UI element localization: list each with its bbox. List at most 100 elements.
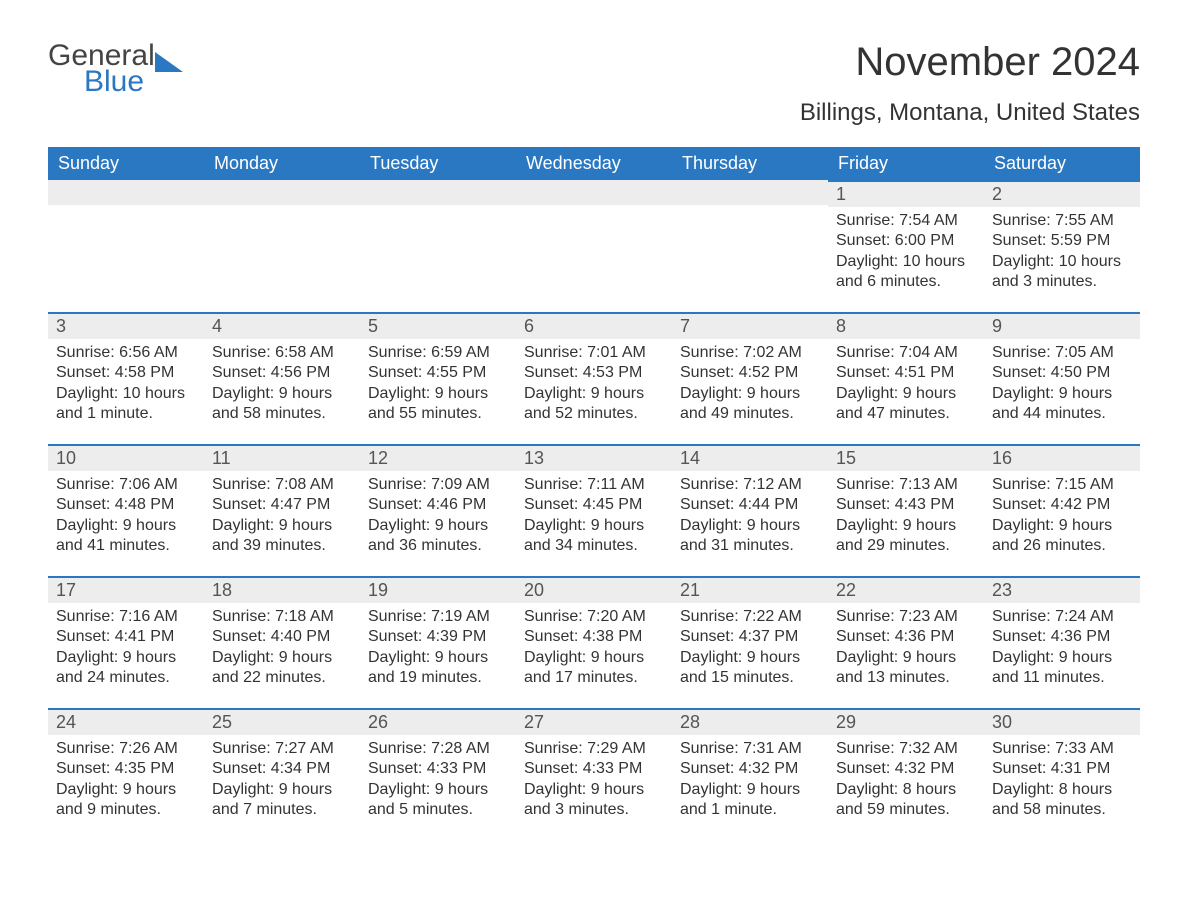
calendar-week-row: 10Sunrise: 7:06 AMSunset: 4:48 PMDayligh…: [48, 444, 1140, 576]
day-number-bar: 8: [828, 312, 984, 339]
day-number-bar: 1: [828, 180, 984, 207]
calendar-day-cell: 14Sunrise: 7:12 AMSunset: 4:44 PMDayligh…: [672, 444, 828, 576]
day-number-bar: 16: [984, 444, 1140, 471]
day-number-bar: 4: [204, 312, 360, 339]
calendar-day-cell: 12Sunrise: 7:09 AMSunset: 4:46 PMDayligh…: [360, 444, 516, 576]
daylight-line: Daylight: 9 hours and 7 minutes.: [212, 780, 352, 821]
sunrise-line: Sunrise: 7:04 AM: [836, 343, 976, 363]
sunrise-line: Sunrise: 7:27 AM: [212, 739, 352, 759]
sunrise-line: Sunrise: 6:59 AM: [368, 343, 508, 363]
calendar-day-cell: 6Sunrise: 7:01 AMSunset: 4:53 PMDaylight…: [516, 312, 672, 444]
day-details: Sunrise: 7:26 AMSunset: 4:35 PMDaylight:…: [48, 735, 204, 821]
day-details: Sunrise: 6:58 AMSunset: 4:56 PMDaylight:…: [204, 339, 360, 425]
daylight-line: Daylight: 9 hours and 49 minutes.: [680, 384, 820, 425]
calendar-day-cell: 1Sunrise: 7:54 AMSunset: 6:00 PMDaylight…: [828, 180, 984, 312]
sunrise-line: Sunrise: 7:16 AM: [56, 607, 196, 627]
sunset-line: Sunset: 4:50 PM: [992, 363, 1132, 383]
calendar-day-cell: 28Sunrise: 7:31 AMSunset: 4:32 PMDayligh…: [672, 708, 828, 840]
sunrise-line: Sunrise: 7:26 AM: [56, 739, 196, 759]
day-number-bar: 12: [360, 444, 516, 471]
daylight-line: Daylight: 9 hours and 26 minutes.: [992, 516, 1132, 557]
sunrise-line: Sunrise: 7:55 AM: [992, 211, 1132, 231]
calendar-day-cell: 22Sunrise: 7:23 AMSunset: 4:36 PMDayligh…: [828, 576, 984, 708]
calendar-day-cell: 19Sunrise: 7:19 AMSunset: 4:39 PMDayligh…: [360, 576, 516, 708]
day-details: Sunrise: 7:15 AMSunset: 4:42 PMDaylight:…: [984, 471, 1140, 557]
day-details: Sunrise: 7:23 AMSunset: 4:36 PMDaylight:…: [828, 603, 984, 689]
calendar-day-cell: 18Sunrise: 7:18 AMSunset: 4:40 PMDayligh…: [204, 576, 360, 708]
calendar-day-cell: 17Sunrise: 7:16 AMSunset: 4:41 PMDayligh…: [48, 576, 204, 708]
daylight-line: Daylight: 9 hours and 11 minutes.: [992, 648, 1132, 689]
daylight-line: Daylight: 9 hours and 47 minutes.: [836, 384, 976, 425]
daylight-line: Daylight: 9 hours and 13 minutes.: [836, 648, 976, 689]
calendar-day-cell: 11Sunrise: 7:08 AMSunset: 4:47 PMDayligh…: [204, 444, 360, 576]
day-number-bar: 17: [48, 576, 204, 603]
sunset-line: Sunset: 4:31 PM: [992, 759, 1132, 779]
day-details: Sunrise: 7:32 AMSunset: 4:32 PMDaylight:…: [828, 735, 984, 821]
sunrise-line: Sunrise: 7:23 AM: [836, 607, 976, 627]
sunset-line: Sunset: 4:39 PM: [368, 627, 508, 647]
sunrise-line: Sunrise: 7:12 AM: [680, 475, 820, 495]
daylight-line: Daylight: 9 hours and 3 minutes.: [524, 780, 664, 821]
calendar-day-cell: 16Sunrise: 7:15 AMSunset: 4:42 PMDayligh…: [984, 444, 1140, 576]
sunset-line: Sunset: 4:36 PM: [836, 627, 976, 647]
daylight-line: Daylight: 9 hours and 36 minutes.: [368, 516, 508, 557]
calendar-empty-cell: [48, 180, 204, 312]
day-number-bar: 18: [204, 576, 360, 603]
calendar-day-cell: 10Sunrise: 7:06 AMSunset: 4:48 PMDayligh…: [48, 444, 204, 576]
daylight-line: Daylight: 9 hours and 1 minute.: [680, 780, 820, 821]
day-details: Sunrise: 7:27 AMSunset: 4:34 PMDaylight:…: [204, 735, 360, 821]
calendar-day-cell: 3Sunrise: 6:56 AMSunset: 4:58 PMDaylight…: [48, 312, 204, 444]
sunrise-line: Sunrise: 7:33 AM: [992, 739, 1132, 759]
calendar-week-row: 3Sunrise: 6:56 AMSunset: 4:58 PMDaylight…: [48, 312, 1140, 444]
sunrise-line: Sunrise: 7:08 AM: [212, 475, 352, 495]
sunset-line: Sunset: 4:33 PM: [524, 759, 664, 779]
sunrise-line: Sunrise: 7:18 AM: [212, 607, 352, 627]
sunset-line: Sunset: 4:52 PM: [680, 363, 820, 383]
sunset-line: Sunset: 4:51 PM: [836, 363, 976, 383]
sunset-line: Sunset: 4:47 PM: [212, 495, 352, 515]
sunrise-line: Sunrise: 7:29 AM: [524, 739, 664, 759]
daylight-line: Daylight: 9 hours and 15 minutes.: [680, 648, 820, 689]
calendar-table: SundayMondayTuesdayWednesdayThursdayFrid…: [48, 147, 1140, 840]
sunset-line: Sunset: 4:35 PM: [56, 759, 196, 779]
sunrise-line: Sunrise: 7:15 AM: [992, 475, 1132, 495]
day-number-bar: 24: [48, 708, 204, 735]
calendar-day-cell: 27Sunrise: 7:29 AMSunset: 4:33 PMDayligh…: [516, 708, 672, 840]
day-number-bar: 23: [984, 576, 1140, 603]
calendar-day-cell: 29Sunrise: 7:32 AMSunset: 4:32 PMDayligh…: [828, 708, 984, 840]
day-details: Sunrise: 7:01 AMSunset: 4:53 PMDaylight:…: [516, 339, 672, 425]
day-number-bar: 22: [828, 576, 984, 603]
day-number-bar: 21: [672, 576, 828, 603]
calendar-day-cell: 15Sunrise: 7:13 AMSunset: 4:43 PMDayligh…: [828, 444, 984, 576]
day-number-bar: 19: [360, 576, 516, 603]
day-number-bar: [48, 180, 204, 205]
logo: General Blue: [48, 40, 183, 97]
sunrise-line: Sunrise: 7:01 AM: [524, 343, 664, 363]
day-details: Sunrise: 6:59 AMSunset: 4:55 PMDaylight:…: [360, 339, 516, 425]
day-details: Sunrise: 7:04 AMSunset: 4:51 PMDaylight:…: [828, 339, 984, 425]
day-number-bar: 10: [48, 444, 204, 471]
logo-text-blue: Blue: [84, 66, 183, 98]
calendar-day-cell: 7Sunrise: 7:02 AMSunset: 4:52 PMDaylight…: [672, 312, 828, 444]
weekday-header: Monday: [204, 147, 360, 180]
daylight-line: Daylight: 8 hours and 59 minutes.: [836, 780, 976, 821]
day-details: Sunrise: 7:33 AMSunset: 4:31 PMDaylight:…: [984, 735, 1140, 821]
weekday-header-row: SundayMondayTuesdayWednesdayThursdayFrid…: [48, 147, 1140, 180]
calendar-day-cell: 21Sunrise: 7:22 AMSunset: 4:37 PMDayligh…: [672, 576, 828, 708]
calendar-body: 1Sunrise: 7:54 AMSunset: 6:00 PMDaylight…: [48, 180, 1140, 840]
sunrise-line: Sunrise: 6:58 AM: [212, 343, 352, 363]
sunrise-line: Sunrise: 7:31 AM: [680, 739, 820, 759]
sunset-line: Sunset: 5:59 PM: [992, 231, 1132, 251]
location-subtitle: Billings, Montana, United States: [800, 99, 1140, 127]
daylight-line: Daylight: 9 hours and 41 minutes.: [56, 516, 196, 557]
weekday-header: Saturday: [984, 147, 1140, 180]
day-number-bar: [360, 180, 516, 205]
sunset-line: Sunset: 4:38 PM: [524, 627, 664, 647]
sunrise-line: Sunrise: 7:13 AM: [836, 475, 976, 495]
sunset-line: Sunset: 4:45 PM: [524, 495, 664, 515]
calendar-day-cell: 23Sunrise: 7:24 AMSunset: 4:36 PMDayligh…: [984, 576, 1140, 708]
daylight-line: Daylight: 9 hours and 58 minutes.: [212, 384, 352, 425]
calendar-day-cell: 5Sunrise: 6:59 AMSunset: 4:55 PMDaylight…: [360, 312, 516, 444]
sunrise-line: Sunrise: 7:32 AM: [836, 739, 976, 759]
day-details: Sunrise: 6:56 AMSunset: 4:58 PMDaylight:…: [48, 339, 204, 425]
